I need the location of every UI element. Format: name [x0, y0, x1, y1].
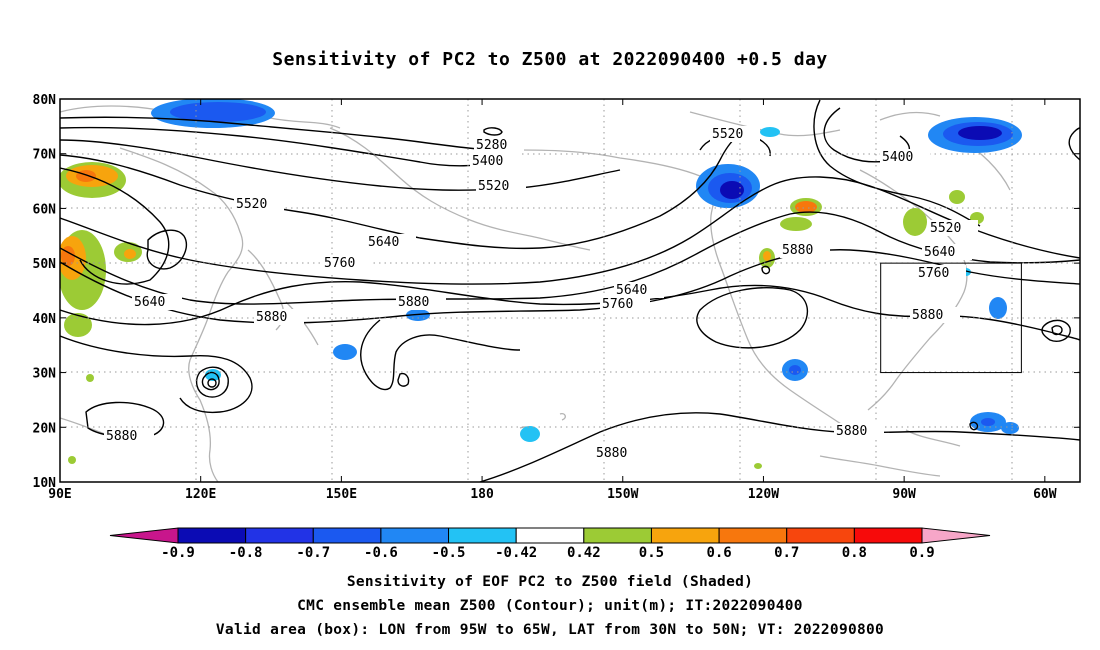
colorbar-segment	[853, 527, 923, 544]
colorbar-label: -0.9	[161, 545, 195, 561]
lon-tick-label: 90E	[48, 487, 71, 502]
valid-area-box	[880, 262, 1022, 374]
lat-tick-label: 70N	[33, 148, 57, 163]
colorbar-segment	[312, 527, 382, 544]
contour-label: 5760	[324, 256, 355, 271]
contour-label: 5640	[368, 235, 399, 250]
contour-label: 5880	[106, 429, 137, 444]
contour-label: 5880	[912, 308, 943, 323]
contour-label: 5640	[134, 295, 165, 310]
contour-label: 5640	[924, 245, 955, 260]
caption-shading: Sensitivity of EOF PC2 to Z500 field (Sh…	[346, 574, 754, 590]
contour-label: 5880	[836, 424, 867, 439]
lon-tick-label: 180	[470, 487, 494, 502]
colorbar-segment	[718, 527, 788, 544]
caption-valid-area: Valid area (box): LON from 95W to 65W, L…	[215, 622, 885, 638]
map-title: Sensitivity of PC2 to Z500 at 2022090400…	[272, 49, 828, 70]
colorbar-label: 0.6	[706, 545, 731, 561]
contour-label: 5760	[602, 297, 633, 312]
lon-tick-label: 150W	[607, 487, 638, 502]
colorbar-label: -0.6	[364, 545, 398, 561]
colorbar-segment	[177, 527, 247, 544]
colorbar-label: 0.9	[909, 545, 934, 561]
colorbar-segment	[650, 527, 720, 544]
lat-tick-label: 30N	[33, 367, 57, 382]
colorbar-label: 0.8	[842, 545, 867, 561]
colorbar-segment	[380, 527, 450, 544]
longitude-axis: 90E 120E 150E 180 150W 120W 90W 60W	[48, 99, 1057, 502]
lat-tick-label: 10N	[33, 476, 57, 491]
colorbar-arrow-high	[921, 527, 991, 544]
contour-label: 5400	[882, 150, 913, 165]
colorbar: -0.9 -0.8 -0.7 -0.6 -0.5 -0.42 0.42 0.5 0.6 0.7 0.…	[109, 527, 991, 561]
caption-contour: CMC ensemble mean Z500 (Contour); unit(m…	[297, 598, 803, 614]
colorbar-label: 0.42	[567, 545, 601, 561]
contour-label: 5880	[782, 243, 813, 258]
plot-frame	[59, 98, 1081, 483]
contour-label: 5520	[930, 221, 961, 236]
lon-tick-label: 120E	[185, 487, 216, 502]
lon-tick-label: 90W	[892, 487, 916, 502]
contour-label: 5880	[596, 446, 627, 461]
colorbar-arrow-low	[109, 527, 179, 544]
contour-label: 5280	[476, 138, 507, 153]
colorbar-label: -0.42	[495, 545, 537, 561]
lon-tick-label: 150E	[326, 487, 357, 502]
contour-label: 5520	[712, 127, 743, 142]
colorbar-label: 0.5	[639, 545, 664, 561]
colorbar-segment	[448, 527, 517, 544]
contour-label: 5520	[478, 179, 509, 194]
lat-tick-label: 80N	[33, 93, 57, 108]
contour-label: 5400	[472, 154, 503, 169]
contour-label: 5760	[918, 266, 949, 281]
colorbar-segment	[245, 527, 314, 544]
contour-label: 5880	[398, 295, 429, 310]
colorbar-segment	[515, 527, 585, 544]
contour-label: 5880	[256, 310, 287, 325]
colorbar-label: -0.5	[432, 545, 466, 561]
contour-label: 5520	[236, 197, 267, 212]
lat-tick-label: 40N	[33, 312, 57, 327]
colorbar-segment	[583, 527, 652, 544]
lat-tick-label: 50N	[33, 257, 57, 272]
contour-label-group: 5280 5400 5520 5520 5520 5400 5520 5640 …	[104, 126, 978, 461]
lat-tick-label: 20N	[33, 421, 57, 436]
contour-label: 5640	[616, 283, 647, 298]
gridlines	[60, 99, 1080, 482]
colorbar-segment	[786, 527, 855, 544]
colorbar-label: 0.7	[774, 545, 799, 561]
latitude-axis: 80N 70N 60N 50N 40N 30N 20N 10N	[33, 93, 1080, 491]
lat-tick-label: 60N	[33, 202, 57, 217]
z500-contours	[60, 99, 1080, 482]
colorbar-label: -0.8	[229, 545, 263, 561]
lon-tick-label: 60W	[1033, 487, 1057, 502]
lon-tick-label: 120W	[748, 487, 779, 502]
colorbar-label: -0.7	[296, 545, 330, 561]
